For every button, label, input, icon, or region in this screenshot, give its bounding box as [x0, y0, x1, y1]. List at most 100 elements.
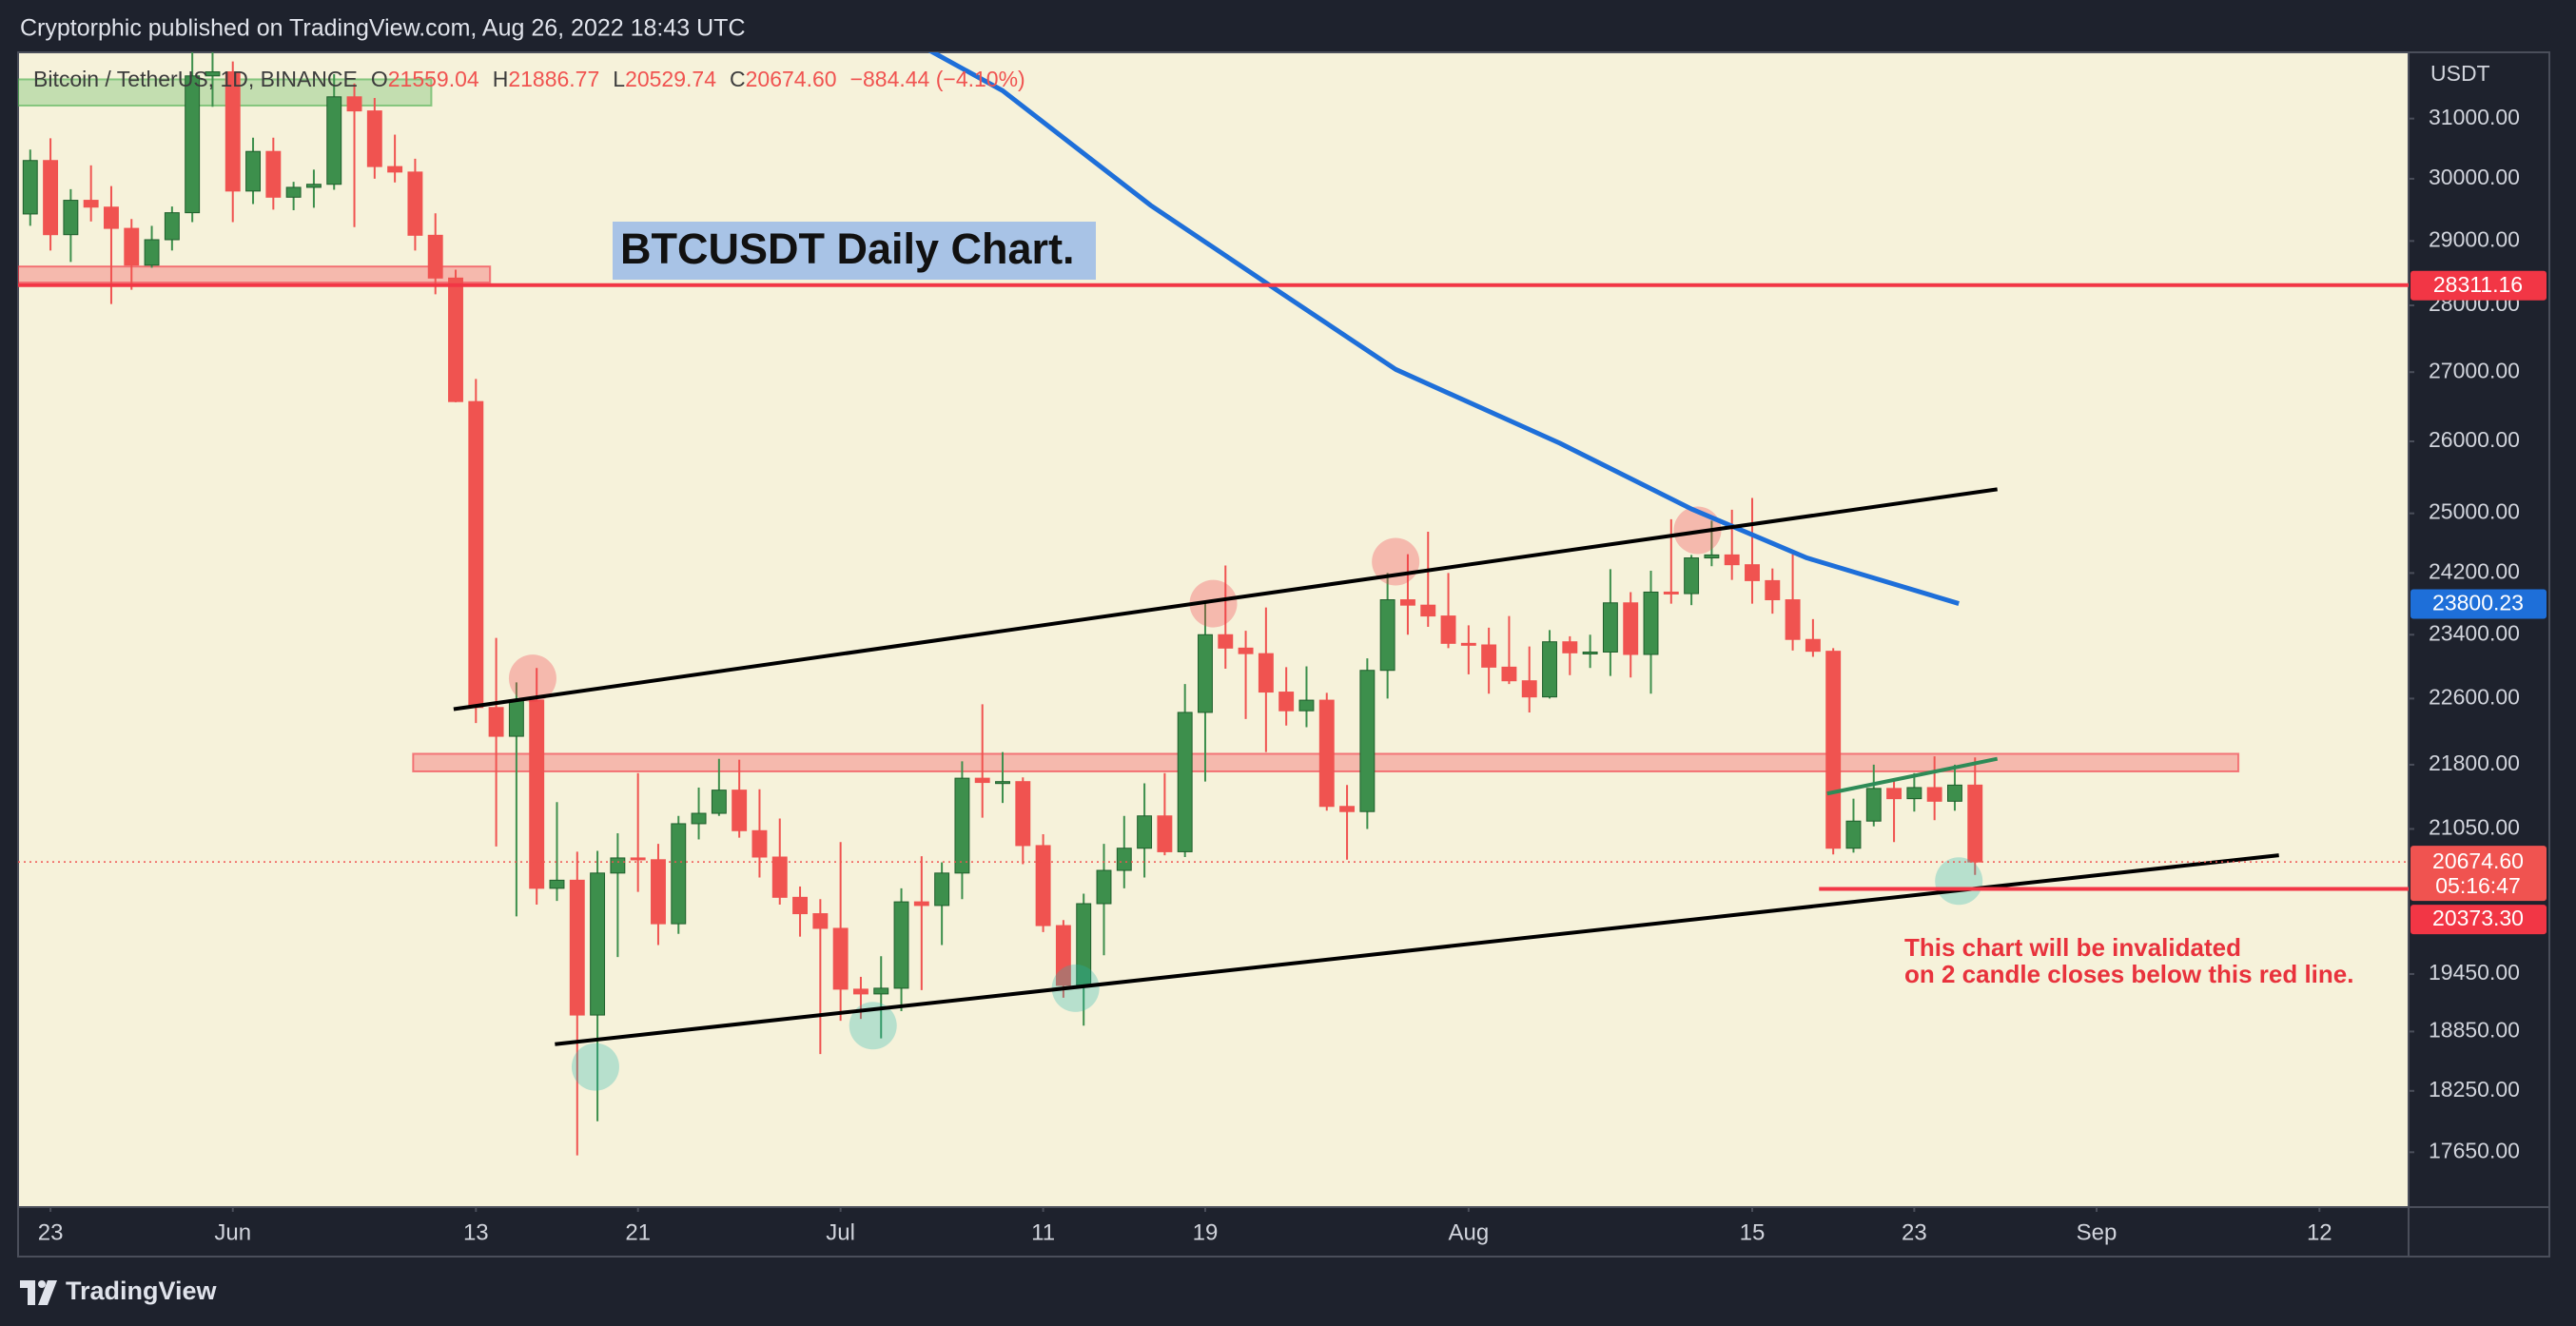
symbol: Bitcoin / TetherUS, 1D, BINANCE — [33, 67, 358, 91]
candle-body — [934, 872, 950, 907]
candle-body — [954, 777, 970, 874]
candle-body — [1602, 602, 1618, 653]
candle-body — [630, 857, 646, 861]
y-tick-label: 27000.00 — [2429, 358, 2520, 382]
candle-body — [144, 239, 160, 266]
price-tag-label: 20674.60 — [2432, 848, 2524, 873]
x-tick-label: 11 — [1031, 1219, 1055, 1245]
trend-line — [555, 853, 2279, 1046]
candle-body — [549, 879, 565, 889]
y-tick-label: 19450.00 — [2429, 960, 2520, 985]
candle-body — [1198, 634, 1213, 713]
candle-body — [1015, 781, 1031, 847]
time-axis — [18, 1207, 2409, 1257]
candle-body — [974, 777, 990, 784]
candle-body — [1805, 638, 1821, 653]
price-tag — [2410, 905, 2547, 935]
zone — [18, 265, 492, 284]
legend-key: H — [493, 67, 509, 91]
candle-body — [691, 812, 707, 825]
annotation: on 2 candle closes below this red line. — [1904, 960, 2353, 988]
price-tag — [2410, 846, 2547, 902]
candle-body — [529, 699, 545, 889]
candle-body — [1177, 712, 1193, 852]
y-tick-label: 17650.00 — [2429, 1138, 2520, 1162]
y-tick-label: 30000.00 — [2429, 165, 2520, 189]
y-tick-label: 31000.00 — [2429, 105, 2520, 129]
candle-body — [1238, 647, 1254, 654]
candle-body — [305, 184, 322, 188]
candle-body — [1481, 644, 1497, 668]
candle-body — [224, 71, 241, 192]
candle-body — [1865, 788, 1882, 822]
moving-average — [927, 52, 1960, 606]
candle-body — [1906, 787, 1922, 800]
candle-body — [1218, 634, 1234, 649]
candle-body — [1562, 641, 1578, 653]
candle-body — [995, 781, 1010, 785]
candle-body — [205, 71, 221, 77]
candle-body — [1521, 680, 1537, 698]
candle-body — [1724, 554, 1740, 566]
candle-body — [1258, 653, 1274, 693]
candle-body — [1886, 788, 1903, 800]
candle-body — [913, 901, 929, 907]
candle-body — [832, 927, 849, 990]
candle-body — [1745, 564, 1760, 581]
candle-body — [1542, 641, 1557, 698]
tradingview-logo — [20, 1280, 57, 1305]
candle-body — [1318, 699, 1335, 808]
logo-mark — [38, 1280, 57, 1305]
x-tick-label: Jun — [214, 1219, 251, 1245]
candle-body — [1501, 666, 1517, 682]
candle-body — [1704, 554, 1720, 559]
candle-body — [1379, 599, 1395, 672]
trend-line — [1826, 756, 1999, 796]
candle-body — [610, 857, 626, 874]
x-tick-label: Sep — [2077, 1219, 2117, 1245]
x-tick-label: Aug — [1448, 1219, 1489, 1245]
candle-body — [104, 206, 119, 229]
candle-body — [245, 150, 261, 192]
candle-body — [873, 987, 889, 995]
candle-body — [448, 277, 463, 402]
candle-body — [1845, 820, 1862, 849]
overlay: Bitcoin / TetherUS, 1D, BINANCE O21559.04… — [33, 61, 2547, 1245]
highlight — [1189, 579, 1238, 628]
candle-body — [711, 790, 727, 814]
candle-body — [771, 856, 788, 898]
highlight — [849, 1002, 897, 1050]
candle-body — [671, 823, 687, 925]
candle-body — [651, 859, 666, 925]
candle-body — [1785, 599, 1801, 640]
legend-value: 21886.77 — [508, 67, 599, 91]
brand: TradingView — [66, 1277, 218, 1305]
candle-body — [265, 150, 282, 198]
candle-body — [1157, 815, 1173, 852]
chart-title: BTCUSDT Daily Chart. — [620, 224, 1075, 273]
candle-body — [427, 234, 443, 279]
candle-body — [185, 75, 201, 214]
candle-body — [1035, 845, 1051, 926]
y-axis-label: USDT — [2430, 61, 2490, 86]
plot-area — [18, 52, 2409, 1156]
candle-body — [346, 96, 362, 112]
candle-body — [1967, 784, 1983, 863]
x-tick-label: 23 — [1902, 1219, 1927, 1245]
y-tick-label: 21800.00 — [2429, 751, 2520, 775]
candle-body — [792, 896, 809, 915]
legend-key: L — [613, 67, 625, 91]
x-tick-label: 13 — [463, 1219, 489, 1245]
y-tick-label: 22600.00 — [2429, 684, 2520, 709]
candle-body — [1643, 591, 1659, 655]
candle-body — [366, 110, 382, 167]
candle-body — [1926, 787, 1942, 802]
price-axis — [2409, 52, 2549, 1257]
candle-body — [124, 227, 140, 266]
candle-body — [468, 400, 484, 709]
candle-body — [1055, 925, 1071, 986]
candle-body — [1440, 615, 1456, 644]
highlight — [508, 654, 556, 703]
candle-body — [164, 212, 180, 241]
